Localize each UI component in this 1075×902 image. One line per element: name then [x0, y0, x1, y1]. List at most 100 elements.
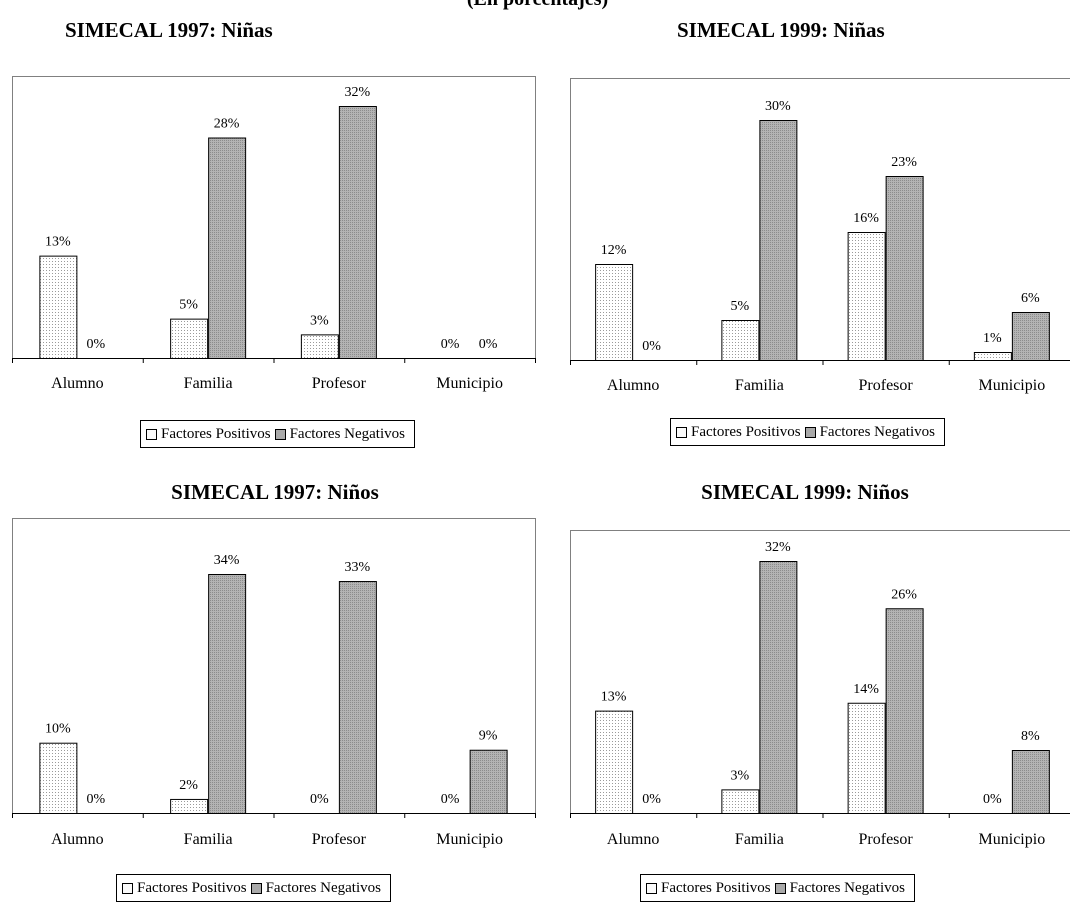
bar-factores-negativos: [208, 137, 247, 359]
legend-item: Factores Negativos: [774, 879, 905, 897]
category-label: Municipio: [979, 831, 1046, 848]
category-label: Alumno: [607, 377, 659, 394]
legend-item: Factores Positivos: [146, 426, 271, 443]
data-label: 26%: [891, 587, 917, 602]
chart-panel-1999-ninos: 13% 0% Alumno 3% 32% Familia 14% 26% Profesor 0% 8…: [540, 462, 1070, 902]
bar-factores-positivos: [39, 255, 78, 359]
bar-factores-positivos: [847, 702, 886, 814]
bar-factores-negativos: [1011, 750, 1050, 814]
legend-swatch: [122, 882, 133, 894]
plot-area: [570, 78, 1070, 361]
plot-area: [570, 530, 1070, 814]
data-label: 34%: [214, 553, 240, 568]
chart-title: SIMECAL 1997: Niños: [171, 480, 379, 504]
category-label: Profesor: [312, 375, 367, 392]
category-label: Alumno: [51, 375, 103, 392]
data-label: 13%: [45, 235, 71, 250]
chart-title: SIMECAL 1997: Niñas: [65, 18, 273, 42]
category-label: Profesor: [859, 831, 914, 848]
bar-factores-negativos: [759, 561, 798, 814]
data-label: 33%: [345, 560, 371, 575]
plot-area: [12, 518, 536, 814]
bar-factores-positivos: [721, 320, 760, 361]
bar-factores-positivos: [170, 318, 209, 359]
data-label: 16%: [853, 211, 879, 226]
data-label: 2%: [179, 778, 198, 793]
data-label: 14%: [853, 682, 879, 697]
bar-factores-negativos: [885, 608, 924, 814]
data-label: 0%: [87, 337, 106, 352]
bar-factores-positivos: [300, 334, 339, 359]
data-label: 3%: [731, 768, 750, 783]
page-header: (En porcentajes): [0, 0, 1075, 11]
data-label: 28%: [214, 117, 240, 132]
data-label: 1%: [983, 331, 1002, 346]
legend-item: Factores Positivos: [676, 424, 801, 441]
bar-factores-negativos: [1011, 312, 1050, 361]
chart-panel-1997-ninas: 13% 0% Alumno 5% 28% Familia 3% 32% Profesor 0% 0%…: [10, 18, 540, 458]
legend-swatch: [646, 882, 657, 894]
data-label: 8%: [1021, 729, 1040, 744]
data-label: 0%: [87, 792, 106, 807]
legend-label: Factores Negativos: [265, 879, 381, 896]
category-label: Profesor: [312, 831, 367, 848]
bar-factores-positivos: [847, 232, 886, 361]
legend-item: Factores Negativos: [804, 423, 935, 441]
category-label: Alumno: [51, 831, 103, 848]
category-label: Familia: [735, 831, 784, 848]
data-label: 10%: [45, 722, 71, 737]
legend-swatch: [250, 882, 262, 894]
chart-svg: 13% 0% Alumno 5% 28% Familia 3% 32% Profesor 0% 0%…: [12, 76, 536, 392]
chart-svg: 13% 0% Alumno 3% 32% Familia 14% 26% Profesor 0% 8…: [570, 530, 1070, 848]
data-label: 9%: [479, 729, 498, 744]
chart-legend: Factores Positivos Factores Negativos: [116, 874, 391, 902]
bar-factores-positivos: [170, 798, 209, 814]
bar-factores-positivos: [39, 742, 78, 814]
data-label: 32%: [345, 85, 371, 100]
data-label: 0%: [479, 337, 498, 352]
bar-factores-positivos: [595, 710, 634, 814]
data-label: 0%: [310, 792, 329, 807]
category-label: Profesor: [859, 377, 914, 394]
data-label: 0%: [642, 339, 661, 354]
bar-factores-negativos: [759, 120, 798, 361]
data-label: 0%: [441, 337, 460, 352]
legend-swatch: [676, 426, 687, 438]
legend-label: Factores Positivos: [691, 423, 801, 440]
legend-label: Factores Negativos: [289, 425, 405, 442]
legend-swatch: [774, 882, 786, 894]
data-label: 12%: [601, 243, 627, 258]
category-label: Familia: [184, 831, 233, 848]
category-label: Familia: [735, 377, 784, 394]
category-label: Municipio: [436, 375, 503, 392]
bar-factores-negativos: [338, 581, 377, 814]
chart-legend: Factores Positivos Factores Negativos: [140, 420, 415, 448]
bar-factores-positivos: [721, 789, 760, 814]
bar-factores-negativos: [208, 574, 247, 814]
chart-panel-1999-ninas: 12% 0% Alumno 5% 30% Familia 16% 23% Profesor 1% 6…: [540, 18, 1070, 458]
data-label: 5%: [731, 299, 750, 314]
data-label: 30%: [765, 99, 791, 114]
legend-item: Factores Positivos: [122, 880, 247, 897]
chart-panel-1997-ninos: 10% 0% Alumno 2% 34% Familia 0% 33% Profesor 0% 9%…: [10, 462, 540, 902]
plot-area: [12, 76, 536, 359]
category-label: Familia: [184, 375, 233, 392]
legend-label: Factores Positivos: [661, 879, 771, 896]
chart-svg: 10% 0% Alumno 2% 34% Familia 0% 33% Profesor 0% 9%…: [12, 518, 536, 848]
data-label: 6%: [1021, 291, 1040, 306]
legend-label: Factores Negativos: [819, 423, 935, 440]
legend-item: Factores Negativos: [250, 879, 381, 897]
data-label: 0%: [983, 792, 1002, 807]
legend-item: Factores Positivos: [646, 880, 771, 897]
data-label: 5%: [179, 298, 198, 313]
data-label: 13%: [601, 690, 627, 705]
bar-factores-positivos: [595, 264, 634, 361]
bar-factores-negativos: [338, 106, 377, 359]
chart-svg: 12% 0% Alumno 5% 30% Familia 16% 23% Profesor 1% 6…: [570, 78, 1070, 394]
legend-label: Factores Positivos: [161, 425, 271, 442]
legend-label: Factores Negativos: [789, 879, 905, 896]
legend-swatch: [274, 428, 286, 440]
data-label: 23%: [891, 155, 917, 170]
data-label: 32%: [765, 540, 791, 555]
bar-factores-negativos: [469, 749, 508, 814]
